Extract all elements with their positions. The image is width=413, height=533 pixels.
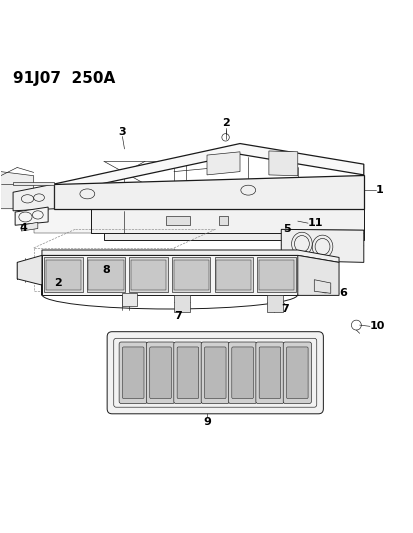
Polygon shape (13, 184, 54, 211)
Text: 3: 3 (118, 126, 126, 136)
FancyBboxPatch shape (119, 342, 147, 403)
Polygon shape (88, 260, 123, 289)
Polygon shape (15, 207, 48, 225)
Text: 2: 2 (54, 278, 62, 288)
Text: 9: 9 (202, 417, 211, 427)
Polygon shape (313, 280, 330, 293)
Polygon shape (44, 257, 82, 292)
FancyBboxPatch shape (282, 342, 311, 403)
Polygon shape (45, 260, 81, 289)
Text: 4: 4 (19, 223, 27, 233)
Polygon shape (129, 257, 167, 292)
FancyBboxPatch shape (107, 332, 323, 414)
Polygon shape (268, 151, 297, 176)
FancyBboxPatch shape (150, 347, 171, 399)
FancyBboxPatch shape (177, 347, 198, 399)
Text: 7: 7 (281, 304, 289, 314)
Polygon shape (206, 152, 240, 175)
FancyBboxPatch shape (146, 342, 174, 403)
Text: 10: 10 (369, 321, 385, 332)
Polygon shape (280, 229, 363, 262)
FancyBboxPatch shape (122, 347, 144, 399)
Polygon shape (122, 293, 137, 306)
FancyBboxPatch shape (173, 342, 202, 403)
FancyBboxPatch shape (228, 342, 256, 403)
Polygon shape (266, 295, 282, 312)
Polygon shape (54, 143, 363, 194)
Text: 11: 11 (307, 218, 323, 228)
Polygon shape (165, 216, 190, 225)
Polygon shape (86, 257, 125, 292)
FancyBboxPatch shape (231, 347, 253, 399)
FancyBboxPatch shape (255, 342, 283, 403)
Text: 8: 8 (102, 265, 109, 274)
Polygon shape (173, 295, 190, 312)
Text: 91J07  250A: 91J07 250A (13, 70, 115, 85)
Text: 6: 6 (338, 288, 346, 298)
FancyBboxPatch shape (259, 347, 280, 399)
Text: 7: 7 (174, 311, 182, 321)
Polygon shape (258, 260, 293, 289)
Polygon shape (17, 255, 42, 295)
Polygon shape (173, 260, 208, 289)
Polygon shape (256, 257, 295, 292)
Polygon shape (297, 255, 338, 295)
FancyBboxPatch shape (204, 347, 225, 399)
Polygon shape (21, 222, 38, 231)
Polygon shape (104, 209, 363, 240)
Polygon shape (42, 255, 297, 295)
Polygon shape (216, 260, 251, 289)
Polygon shape (33, 205, 363, 233)
Text: 1: 1 (375, 185, 383, 195)
Polygon shape (214, 257, 252, 292)
Polygon shape (131, 260, 166, 289)
Text: 5: 5 (283, 224, 291, 235)
Polygon shape (219, 216, 227, 225)
Polygon shape (171, 257, 210, 292)
Polygon shape (1, 172, 33, 209)
Text: 2: 2 (221, 118, 229, 128)
FancyBboxPatch shape (286, 347, 307, 399)
Polygon shape (54, 175, 363, 209)
Polygon shape (91, 209, 363, 233)
Polygon shape (13, 182, 54, 185)
Polygon shape (42, 250, 338, 262)
FancyBboxPatch shape (201, 342, 229, 403)
